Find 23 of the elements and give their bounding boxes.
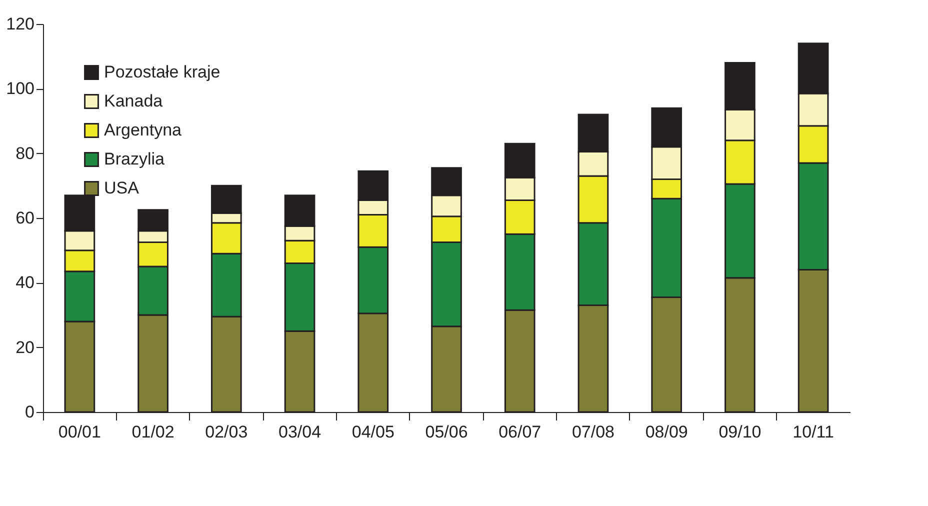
- legend-label: USA: [104, 178, 140, 198]
- y-tick-label: 40: [16, 273, 34, 292]
- x-tick-label: 01/02: [132, 422, 174, 442]
- y-tick-label: 60: [16, 208, 34, 228]
- y-tick-label: 0: [25, 402, 34, 422]
- x-tick-label: 02/03: [205, 422, 248, 442]
- x-tick-label: 08/09: [645, 422, 688, 442]
- legend-label: Pozostałe kraje: [104, 62, 220, 82]
- x-tick-label: 10/11: [792, 422, 834, 442]
- legend-label: Argentyna: [104, 120, 182, 140]
- x-tick-label: 06/07: [498, 422, 542, 442]
- x-tick-label: 05/06: [425, 422, 468, 442]
- y-tick-label: 120: [6, 14, 34, 34]
- y-tick-label: 80: [16, 144, 34, 163]
- y-tick-label: 100: [6, 79, 34, 98]
- legend-label: Kanada: [104, 92, 164, 110]
- legend-label: Brazylia: [104, 150, 166, 168]
- x-tick-label: 00/01: [58, 422, 101, 442]
- x-tick-label: 07/08: [572, 422, 614, 442]
- y-tick-label: 20: [16, 338, 34, 357]
- x-tick-label: 09/10: [718, 422, 762, 442]
- x-tick-label: 03/04: [278, 422, 322, 442]
- x-tick-label: 04/05: [352, 422, 394, 442]
